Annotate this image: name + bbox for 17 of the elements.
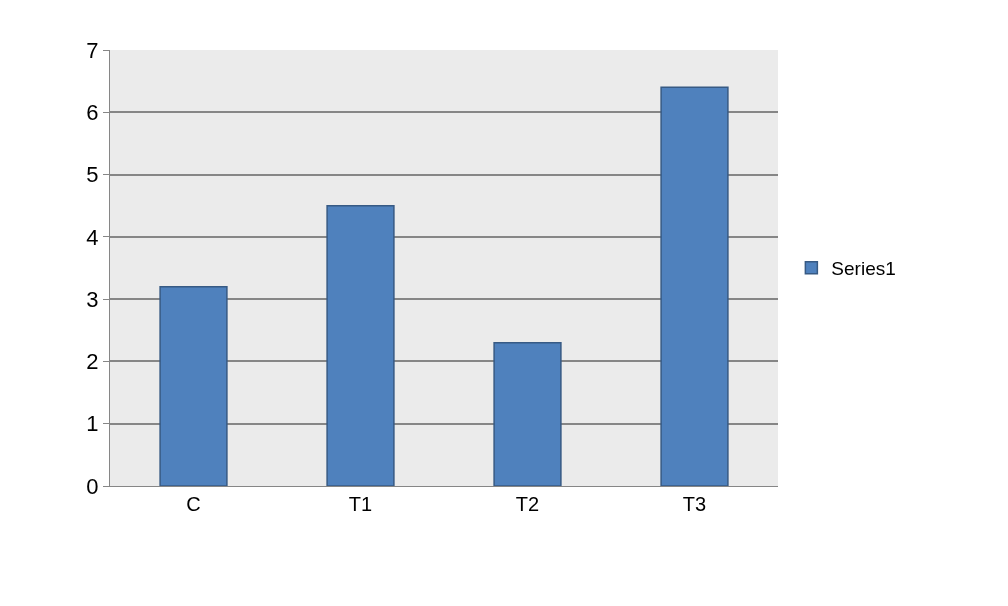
y-tick-label: 5 xyxy=(86,162,99,188)
y-tick-label: 3 xyxy=(86,286,99,312)
y-tick-label: 7 xyxy=(86,37,99,63)
y-tick-label: 4 xyxy=(86,224,99,250)
x-tick-label: T1 xyxy=(348,493,373,515)
y-tick-label: 2 xyxy=(86,349,99,375)
x-tick-label: T2 xyxy=(515,493,540,515)
y-tick-label: 0 xyxy=(86,473,99,499)
bar xyxy=(660,86,729,486)
x-tick-label: T3 xyxy=(682,493,707,515)
bar xyxy=(493,341,562,486)
bar xyxy=(326,204,395,486)
y-tick-label: 6 xyxy=(86,99,99,125)
x-tick-label: C xyxy=(186,493,201,515)
legend-label: Series1 xyxy=(831,258,896,280)
bar xyxy=(159,285,228,486)
y-tick-label: 1 xyxy=(86,411,99,437)
